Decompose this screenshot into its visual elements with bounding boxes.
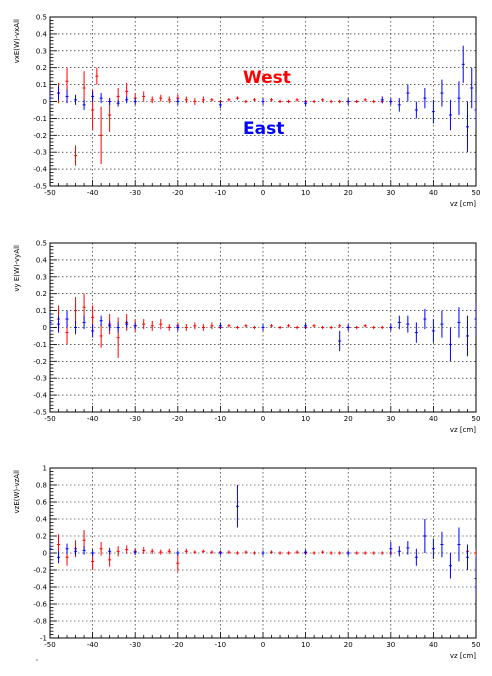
x-tick-label: -50 xyxy=(44,189,55,197)
x-tick-label: -10 xyxy=(215,415,226,423)
x-tick-label: 0 xyxy=(261,415,265,423)
y-tick-label: 0 xyxy=(43,98,47,106)
x-tick-label: 30 xyxy=(386,189,395,197)
x-tick-label: -50 xyxy=(44,641,55,649)
x-tick-label: 10 xyxy=(301,415,310,423)
x-tick-label: -40 xyxy=(87,641,98,649)
y-tick-label: 0.1 xyxy=(36,307,47,315)
y-tick-label: 0.4 xyxy=(36,256,48,264)
x-tick-label: -10 xyxy=(215,641,226,649)
x-tick-label: 40 xyxy=(429,641,438,649)
chart-panel-1: -50 -40 -30 -20 -10 0 10 20 30 40 50 -0.5 -0.4 -0.3 -0… xyxy=(13,14,480,209)
x-tick-label: 50 xyxy=(472,189,481,197)
y-axis-title: vy E(W)-vyAll xyxy=(13,245,21,292)
footer-mark: ' xyxy=(36,658,38,666)
y-tick-label: 0.3 xyxy=(36,273,47,281)
x-tick-label: -20 xyxy=(172,189,183,197)
legend-east-label: East xyxy=(243,119,284,139)
x-axis-title: vz [cm] xyxy=(450,652,476,660)
x-axis-title: vz [cm] xyxy=(450,200,476,208)
y-tick-label: 0.8 xyxy=(36,482,47,490)
x-tick-label: 30 xyxy=(386,641,395,649)
x-tick-label: 10 xyxy=(301,189,310,197)
y-tick-label: -0.4 xyxy=(33,584,47,592)
x-tick-label: 50 xyxy=(472,641,481,649)
x-tick-label: -20 xyxy=(172,415,183,423)
x-tick-label: 40 xyxy=(429,415,438,423)
y-tick-label: -1 xyxy=(40,635,47,643)
y-tick-label: 0.2 xyxy=(36,290,47,298)
x-tick-label: -10 xyxy=(215,189,226,197)
x-tick-label: -30 xyxy=(129,189,140,197)
x-tick-label: 0 xyxy=(261,189,265,197)
y-tick-label: -0.4 xyxy=(33,392,47,400)
y-tick-label: 0.6 xyxy=(36,499,48,507)
plot-area xyxy=(50,485,476,600)
x-axis-title: vz [cm] xyxy=(450,426,476,434)
x-tick-label: 10 xyxy=(301,641,310,649)
y-tick-label: 0.1 xyxy=(36,81,47,89)
legend-west-label: West xyxy=(243,68,291,88)
plot-area xyxy=(50,45,476,166)
y-tick-label: 0.5 xyxy=(36,14,47,22)
y-tick-label: -0.2 xyxy=(33,358,47,366)
x-tick-label: -30 xyxy=(129,641,140,649)
x-tick-label: 20 xyxy=(344,189,353,197)
x-tick-label: 40 xyxy=(429,189,438,197)
y-axis-title: vzE(W)-vzAll xyxy=(13,470,21,514)
y-tick-label: -0.5 xyxy=(33,183,47,191)
y-tick-label: -0.5 xyxy=(33,409,47,417)
y-tick-label: -0.2 xyxy=(33,132,47,140)
x-tick-label: -50 xyxy=(44,415,55,423)
x-tick-label: 0 xyxy=(261,641,265,649)
x-tick-label: -40 xyxy=(87,189,98,197)
y-axis-title: vxE(W)-vxAll xyxy=(13,19,21,63)
chart-panel-2: -50 -40 -30 -20 -10 0 10 20 30 40 50 -0.5 -0.4 -0.3 -0… xyxy=(13,240,480,435)
x-tick-label: 20 xyxy=(344,415,353,423)
y-tick-label: 0.2 xyxy=(36,64,47,72)
x-tick-label: -40 xyxy=(87,415,98,423)
y-tick-label: 0 xyxy=(43,550,47,558)
y-tick-label: 0.4 xyxy=(36,516,48,524)
y-tick-label: 0.2 xyxy=(36,533,47,541)
y-tick-label: -0.4 xyxy=(33,166,47,174)
y-tick-label: -0.6 xyxy=(33,601,47,609)
x-tick-label: -30 xyxy=(129,415,140,423)
y-tick-label: -0.2 xyxy=(33,567,47,575)
y-tick-label: -0.3 xyxy=(33,149,47,157)
y-tick-label: 0 xyxy=(43,324,47,332)
x-tick-label: 50 xyxy=(472,415,481,423)
y-tick-label: 0.3 xyxy=(36,47,47,55)
y-tick-label: 0.4 xyxy=(36,30,48,38)
y-tick-label: 1 xyxy=(43,465,47,473)
y-tick-label: -0.1 xyxy=(33,341,47,349)
y-tick-label: -0.8 xyxy=(33,618,47,626)
chart-panel-3: -50 -40 -30 -20 -10 0 10 20 30 40 50-1-0.8-0.6-0.4… xyxy=(13,465,480,661)
x-tick-label: 30 xyxy=(386,415,395,423)
y-tick-label: 0.5 xyxy=(36,240,47,248)
plot-area xyxy=(50,293,476,362)
y-tick-label: -0.3 xyxy=(33,375,47,383)
x-tick-label: -20 xyxy=(172,641,183,649)
x-tick-label: 20 xyxy=(344,641,353,649)
y-tick-label: -0.1 xyxy=(33,115,47,123)
